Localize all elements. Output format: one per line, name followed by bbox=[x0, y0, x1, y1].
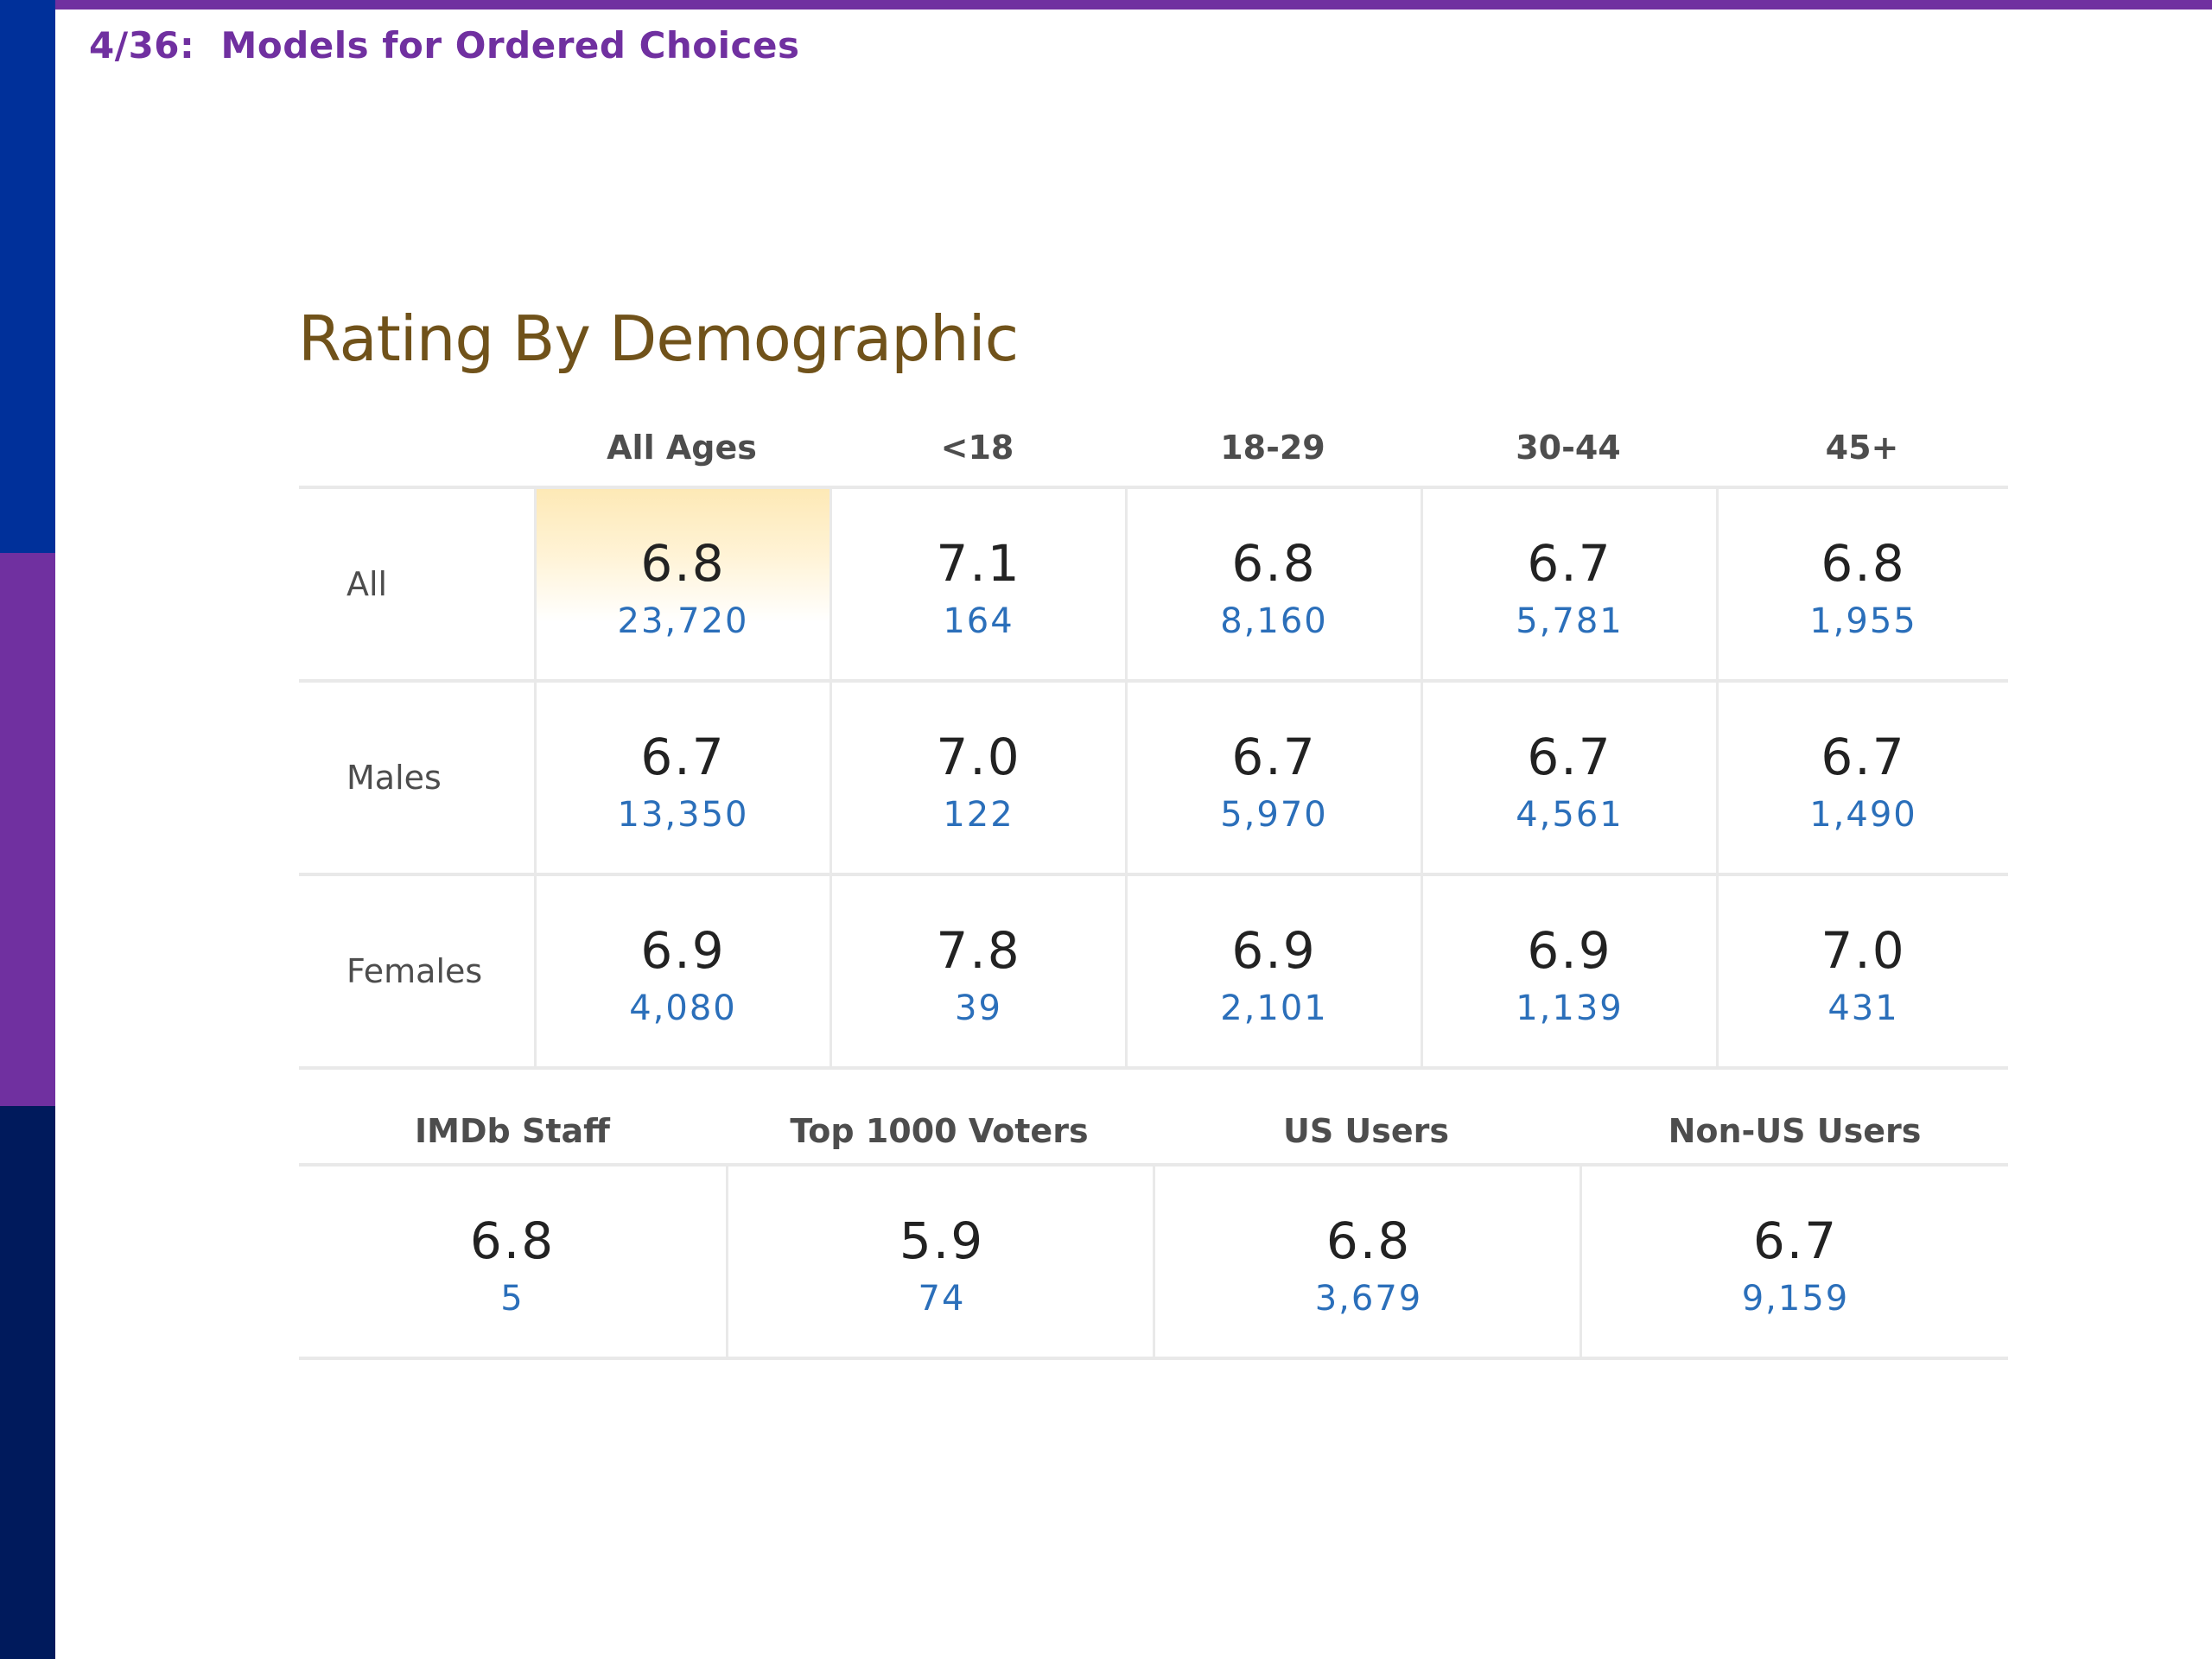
rating-cell: 6.8 23,720 bbox=[534, 489, 830, 679]
rating-cell: 6.8 5 bbox=[299, 1166, 726, 1357]
rating-value: 6.8 bbox=[1231, 534, 1317, 593]
left-stripe-top bbox=[0, 0, 55, 553]
rating-cell: 6.7 4,561 bbox=[1421, 683, 1716, 873]
vote-count-link[interactable]: 164 bbox=[943, 601, 1014, 641]
column-header-all-ages: All Ages bbox=[607, 429, 757, 467]
rating-value: 6.7 bbox=[640, 728, 726, 786]
rating-cell: 6.7 5,781 bbox=[1421, 489, 1716, 679]
vote-count-link[interactable]: 431 bbox=[1827, 988, 1899, 1028]
rating-cell: 7.0 431 bbox=[1716, 876, 2008, 1066]
rating-value: 6.7 bbox=[1527, 728, 1612, 786]
rating-value: 7.1 bbox=[936, 534, 1021, 593]
vote-count-link[interactable]: 39 bbox=[955, 988, 1002, 1028]
vote-count-link[interactable]: 8,160 bbox=[1220, 601, 1328, 641]
vote-count-link[interactable]: 5,970 bbox=[1220, 795, 1328, 835]
rating-value: 7.0 bbox=[936, 728, 1021, 786]
vote-count-link[interactable]: 13,350 bbox=[617, 795, 749, 835]
column-header-30-44: 30-44 bbox=[1516, 429, 1621, 467]
vote-count-link[interactable]: 5,781 bbox=[1516, 601, 1624, 641]
rating-cell: 6.9 1,139 bbox=[1421, 876, 1716, 1066]
left-stripe-bottom bbox=[0, 1106, 55, 1659]
vote-count-link[interactable]: 5 bbox=[500, 1279, 524, 1319]
rating-value: 6.9 bbox=[1527, 921, 1612, 980]
vote-count-link[interactable]: 23,720 bbox=[617, 601, 749, 641]
vote-count-link[interactable]: 122 bbox=[943, 795, 1014, 835]
vote-count-link[interactable]: 1,490 bbox=[1809, 795, 1917, 835]
rating-value: 6.9 bbox=[1231, 921, 1317, 980]
rating-value: 6.8 bbox=[640, 534, 726, 593]
table-row: All 6.8 23,720 7.1 164 6.8 8,160 6.7 5,7… bbox=[299, 489, 2008, 683]
rating-value: 6.9 bbox=[640, 921, 726, 980]
column-header-top-1000-voters: Top 1000 Voters bbox=[790, 1112, 1089, 1150]
vote-count-link[interactable]: 1,955 bbox=[1809, 601, 1917, 641]
vote-count-link[interactable]: 9,159 bbox=[1741, 1279, 1850, 1319]
vote-count-link[interactable]: 4,080 bbox=[629, 988, 737, 1028]
rating-value: 7.0 bbox=[1821, 921, 1906, 980]
demographic-header-row: All Ages <18 18-29 30-44 45+ bbox=[299, 423, 2008, 489]
rating-cell: 6.7 13,350 bbox=[534, 683, 830, 873]
user-group-table: IMDb Staff Top 1000 Voters US Users Non-… bbox=[299, 1065, 2008, 1360]
vote-count-link[interactable]: 74 bbox=[918, 1279, 966, 1319]
column-header-non-us-users: Non-US Users bbox=[1668, 1112, 1922, 1150]
rating-value: 6.7 bbox=[1821, 728, 1906, 786]
rating-title: Rating By Demographic bbox=[298, 302, 1019, 375]
left-stripe-middle bbox=[0, 553, 55, 1106]
rating-value: 6.7 bbox=[1752, 1211, 1839, 1270]
column-header-us-users: US Users bbox=[1282, 1112, 1450, 1150]
column-header-under-18: <18 bbox=[940, 429, 1014, 467]
vote-count-link[interactable]: 2,101 bbox=[1220, 988, 1328, 1028]
rating-value: 7.8 bbox=[936, 921, 1021, 980]
column-header-18-29: 18-29 bbox=[1220, 429, 1325, 467]
column-header-imdb-staff: IMDb Staff bbox=[415, 1112, 610, 1150]
table-row: 6.8 5 5.9 74 6.8 3,679 6.7 9,159 bbox=[299, 1166, 2008, 1360]
rating-cell: 6.7 9,159 bbox=[1580, 1166, 2009, 1357]
rating-cell: 7.1 164 bbox=[830, 489, 1125, 679]
rating-cell: 7.8 39 bbox=[830, 876, 1125, 1066]
vote-count-link[interactable]: 4,561 bbox=[1516, 795, 1624, 835]
demographic-table: All Ages <18 18-29 30-44 45+ All 6.8 23,… bbox=[299, 423, 2008, 1070]
slide-header: 4/36: Models for Ordered Choices bbox=[89, 24, 800, 67]
rating-cell: 6.8 8,160 bbox=[1125, 489, 1421, 679]
table-row: Males 6.7 13,350 7.0 122 6.7 5,970 6.7 4… bbox=[299, 683, 2008, 876]
rating-value: 6.8 bbox=[1325, 1211, 1412, 1270]
rating-cell: 6.8 1,955 bbox=[1716, 489, 2008, 679]
top-rule bbox=[55, 0, 2212, 10]
rating-cell: 6.8 3,679 bbox=[1153, 1166, 1582, 1357]
user-group-header-row: IMDb Staff Top 1000 Voters US Users Non-… bbox=[299, 1065, 2008, 1166]
row-label-all: All bbox=[346, 565, 388, 603]
rating-cell: 6.9 4,080 bbox=[534, 876, 830, 1066]
column-header-45-plus: 45+ bbox=[1825, 429, 1899, 467]
rating-value: 6.7 bbox=[1231, 728, 1317, 786]
rating-value: 6.8 bbox=[1821, 534, 1906, 593]
row-label-females: Females bbox=[346, 952, 483, 990]
rating-value: 6.7 bbox=[1527, 534, 1612, 593]
vote-count-link[interactable]: 1,139 bbox=[1516, 988, 1624, 1028]
rating-cell: 7.0 122 bbox=[830, 683, 1125, 873]
vote-count-link[interactable]: 3,679 bbox=[1314, 1279, 1423, 1319]
rating-cell: 6.7 5,970 bbox=[1125, 683, 1421, 873]
row-label-males: Males bbox=[346, 759, 442, 797]
rating-value: 6.8 bbox=[469, 1211, 556, 1270]
table-row: Females 6.9 4,080 7.8 39 6.9 2,101 6.9 1… bbox=[299, 876, 2008, 1070]
rating-cell: 6.7 1,490 bbox=[1716, 683, 2008, 873]
rating-cell: 6.9 2,101 bbox=[1125, 876, 1421, 1066]
rating-cell: 5.9 74 bbox=[726, 1166, 1155, 1357]
rating-value: 5.9 bbox=[899, 1211, 985, 1270]
